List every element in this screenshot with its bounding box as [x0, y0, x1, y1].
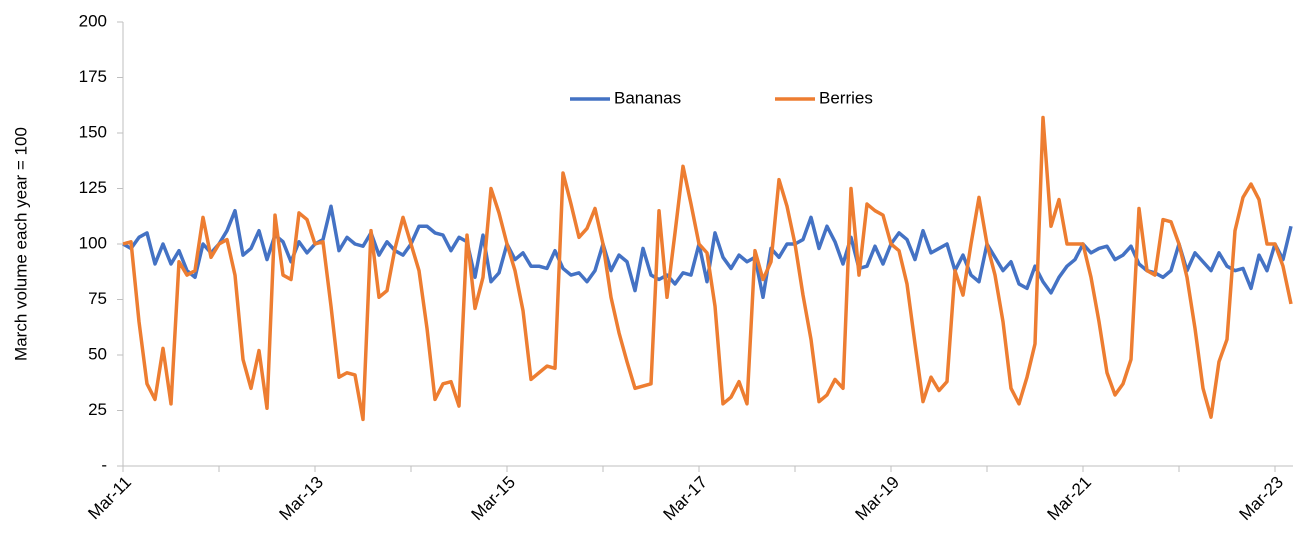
y-tick-label: 125 [79, 178, 107, 197]
y-tick-label: 200 [79, 11, 107, 30]
y-tick-label: - [101, 455, 107, 474]
y-tick-label: 175 [79, 67, 107, 86]
y-tick-label: 25 [88, 400, 107, 419]
legend-label: Bananas [614, 88, 681, 107]
x-tick-label: Mar-11 [84, 473, 135, 524]
y-tick-label: 50 [88, 344, 107, 363]
series-line [122, 115, 1293, 422]
y-tick-label: 75 [88, 289, 107, 308]
x-tick-label: Mar-15 [467, 473, 519, 525]
x-tick-label: Mar-13 [275, 473, 327, 525]
y-tick-label: 150 [79, 122, 107, 141]
x-tick-label: Mar-17 [659, 473, 711, 525]
x-tick-label: Mar-21 [1043, 473, 1095, 525]
x-tick-label: Mar-23 [1235, 473, 1287, 525]
y-axis-label: March volume each year = 100 [11, 127, 30, 361]
x-tick-label: Mar-19 [851, 473, 903, 525]
legend-label: Berries [819, 88, 873, 107]
y-tick-label: 100 [79, 233, 107, 252]
